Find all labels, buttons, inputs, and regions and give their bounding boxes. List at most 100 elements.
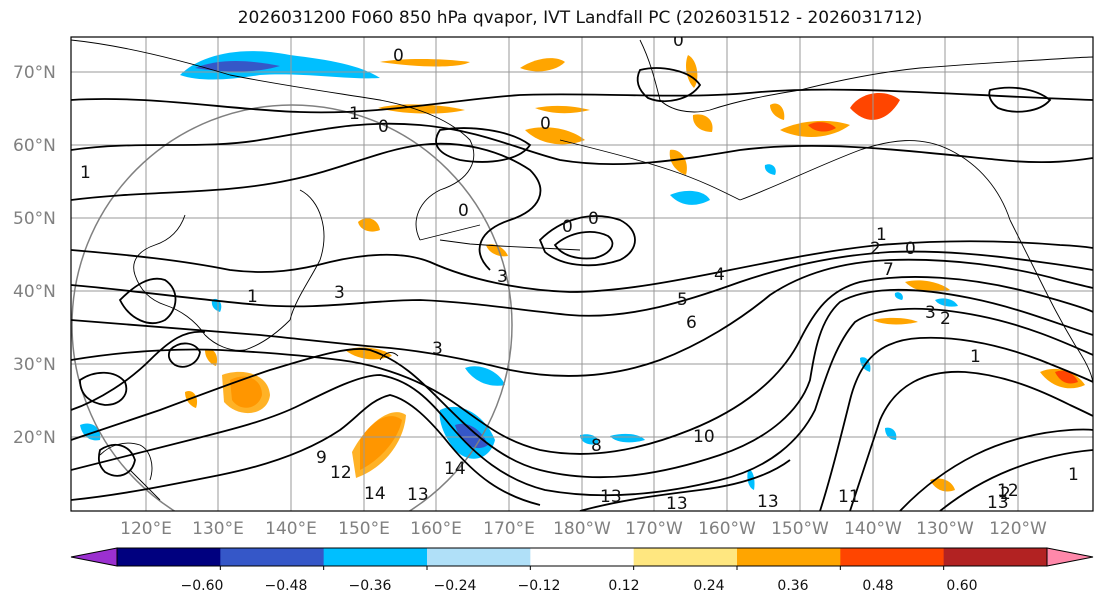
contour-label: 0 — [540, 114, 551, 134]
map-border — [70, 36, 1094, 512]
colorbar-extend-low — [70, 547, 118, 567]
colorbar-extend-high — [1046, 547, 1094, 567]
lon-label: 150°W — [771, 519, 829, 539]
lon-label: 170°E — [483, 519, 535, 539]
red-patch — [1055, 370, 1078, 384]
contour-label: 0 — [458, 201, 469, 221]
contour-label: 6 — [686, 313, 697, 333]
colorbar-tick-label: 0.24 — [693, 578, 724, 594]
contour-label: 4 — [714, 265, 725, 285]
blue-patch — [610, 433, 645, 443]
contour-label: 9 — [316, 448, 327, 468]
lon-label: 140°E — [265, 519, 317, 539]
orange-patch — [486, 244, 508, 257]
lon-label: 170°W — [625, 519, 683, 539]
colorbar-tick-label: −0.60 — [181, 578, 224, 594]
blue-patch — [80, 423, 101, 441]
colorbar-frame — [116, 547, 1048, 567]
colorbar-segment — [220, 548, 325, 566]
lon-label: 120°E — [120, 519, 172, 539]
contour-label: 0 — [562, 217, 573, 237]
orange-patch — [770, 103, 785, 120]
contour-label: 8 — [591, 436, 602, 456]
contour-label: 13 — [666, 494, 688, 514]
contour-label: 13 — [407, 485, 429, 505]
colorbar-segment — [943, 548, 1048, 566]
lat-label: 60°N — [13, 136, 56, 156]
contour-label: 3 — [497, 267, 508, 287]
lat-label: 50°N — [13, 209, 56, 229]
colorbar-tick-label: 0.12 — [608, 578, 639, 594]
colorbar-segment — [737, 548, 841, 566]
lon-label: 130°E — [192, 519, 244, 539]
longitude-labels: 120°E 130°E 140°E 150°E 160°E 170°E 180°… — [120, 519, 1047, 539]
colorbar-tick-label: 0.48 — [862, 578, 893, 594]
lon-label: 160°E — [410, 519, 462, 539]
contour-label: 3 — [334, 283, 345, 303]
orange-patch — [669, 149, 687, 175]
contour-label: 0 — [378, 117, 389, 137]
lon-label: 180°W — [553, 519, 611, 539]
coastlines — [71, 39, 1093, 501]
lon-label: 160°W — [698, 519, 756, 539]
orange-patch — [380, 59, 470, 67]
contour-labels: 0 0 0 0 0 0 0 0 1 1 1 1 1 1 2 2 2 3 3 3 … — [80, 31, 1079, 514]
lon-label: 130°W — [916, 519, 974, 539]
colorbar-segment — [530, 548, 635, 566]
red-patch — [850, 93, 900, 120]
contour-label: 13 — [987, 493, 1009, 513]
contour-label: 2 — [1000, 484, 1011, 504]
contour-label: 0 — [588, 209, 599, 229]
orange-patch — [535, 105, 590, 114]
contour-label: 13 — [600, 487, 622, 507]
contour-label: 12 — [330, 463, 352, 483]
contour-label: 10 — [693, 427, 715, 447]
orange-patch — [345, 347, 392, 360]
colorbar-segment — [323, 548, 428, 566]
colorbar-tick-label: −0.24 — [434, 578, 477, 594]
orange-patch — [692, 114, 713, 132]
blue-patch — [195, 61, 280, 72]
colorbar-tick-label: −0.12 — [518, 578, 561, 594]
blue-patch — [894, 292, 903, 300]
contour-label: 5 — [677, 290, 688, 310]
lat-label: 30°N — [13, 355, 56, 375]
contour-label: 3 — [925, 303, 936, 323]
lat-label: 20°N — [13, 428, 56, 448]
lat-label: 70°N — [13, 63, 56, 83]
blue-patch — [465, 366, 505, 386]
contour-label: 1 — [80, 163, 91, 183]
orange-patch — [930, 478, 955, 492]
orange-patch — [352, 412, 406, 478]
ivt-contours — [71, 67, 1093, 511]
contour-label: 11 — [838, 487, 860, 507]
red-patch — [808, 122, 836, 132]
orange-patch — [185, 390, 198, 408]
contour-label: 2 — [870, 239, 881, 259]
orange-patch — [525, 127, 585, 145]
contour-label: 0 — [393, 46, 404, 66]
contour-label: 13 — [757, 492, 779, 512]
lon-label: 140°W — [844, 519, 902, 539]
colorbar-tick-label: −0.48 — [265, 578, 308, 594]
colorbar-segment — [427, 548, 531, 566]
contour-label: 0 — [673, 31, 684, 51]
lon-label: 150°E — [338, 519, 390, 539]
colorbar-segment — [117, 548, 221, 566]
contour-label: 12 — [997, 481, 1019, 501]
contour-label: 1 — [247, 287, 258, 307]
colorbar-tick-labels: −0.60 −0.48 −0.36 −0.24 −0.12 0.12 0.24 … — [181, 578, 978, 594]
orange-patch — [520, 58, 565, 72]
lat-label: 40°N — [13, 282, 56, 302]
colorbar-tick-label: −0.36 — [349, 578, 392, 594]
colorbar-segment — [633, 548, 738, 566]
contour-label: 1 — [1068, 465, 1079, 485]
blue-patch — [935, 298, 958, 307]
contour-label: 1 — [970, 347, 981, 367]
map-title: 2026031200 F060 850 hPa qvapor, IVT Land… — [237, 8, 923, 28]
blue-patch — [211, 298, 222, 312]
contour-label: 1 — [349, 104, 360, 124]
orange-patch — [378, 104, 465, 114]
contour-label: 2 — [940, 309, 951, 329]
